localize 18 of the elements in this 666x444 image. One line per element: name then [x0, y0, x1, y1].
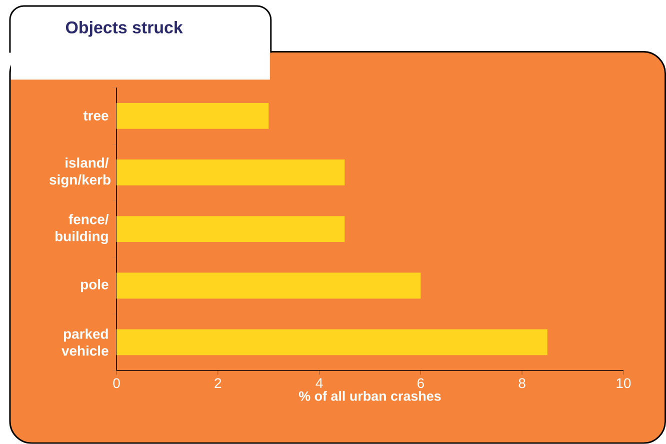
chart-title: Objects struck — [66, 21, 183, 37]
bar — [116, 216, 345, 242]
x-tick-label: 2 — [214, 378, 222, 388]
y-tick-label: fence/ building — [55, 214, 109, 244]
y-tick-label: pole — [81, 279, 108, 292]
y-tick-label: parked vehicle — [62, 328, 108, 356]
x-tick-label: 0 — [113, 378, 120, 388]
x-tick-label: 10 — [616, 378, 631, 388]
bar — [116, 103, 269, 129]
x-axis-title: % of all urban crashes — [298, 391, 441, 401]
y-tick-label: island/ sign/kerb — [49, 158, 110, 188]
bar — [116, 160, 345, 186]
x-tick-label: 8 — [518, 378, 526, 388]
x-tick-label: 6 — [417, 378, 424, 388]
bar — [116, 329, 548, 356]
bar — [116, 272, 421, 299]
y-tick-label: tree — [83, 111, 108, 121]
x-tick-label: 4 — [316, 378, 323, 388]
